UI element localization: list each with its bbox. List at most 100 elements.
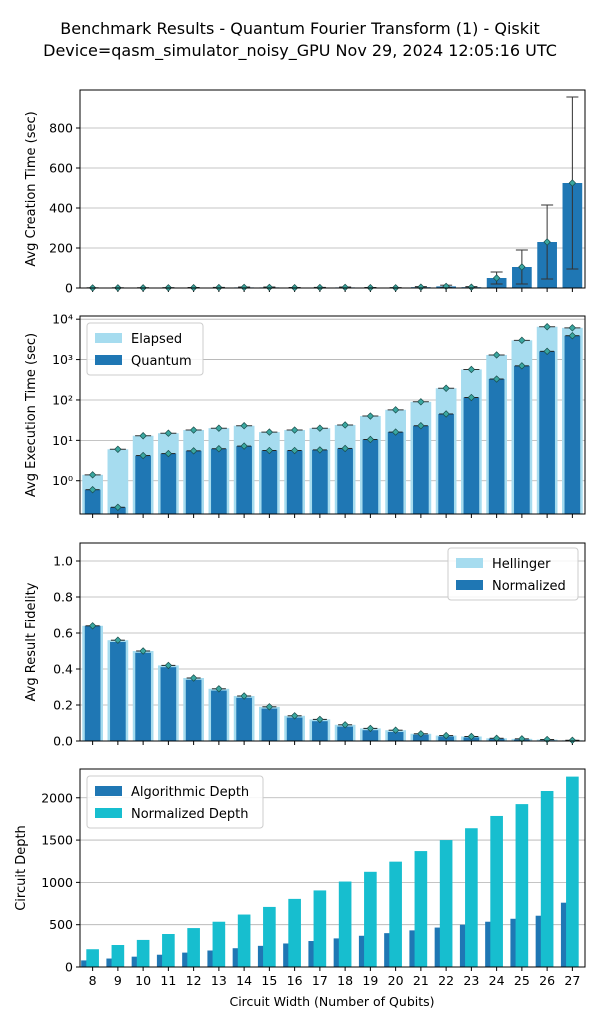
normalized-bar [312,721,328,741]
legend-label: Normalized [492,579,566,594]
elapsed-marker [290,426,299,434]
x-tick-label: 11 [160,973,176,988]
quantum-marker [290,446,299,455]
y-tick-label: 0.2 [53,698,73,713]
quantum-bar [312,449,328,514]
x-axis-label: Circuit Width (Number of Qubits) [229,994,434,1009]
quantum-marker [139,451,147,460]
x-tick-label: 9 [114,973,122,988]
x-tick-label: 16 [287,973,303,988]
normalized-depth-bar [212,921,226,967]
creation-marker [492,274,501,282]
axes-frame [79,768,586,968]
axes-frame [79,542,586,742]
fidelity-marker [391,726,400,734]
elapsed-marker [215,424,223,432]
normalized-depth-bar [364,871,377,967]
x-tick-label: 12 [186,973,202,988]
creation-marker [442,282,450,291]
creation-time-panel: 0 200 400 600 800 Avg Creation Time (sec) [24,89,586,296]
quantum-marker [341,444,349,453]
y-tick-label: 1.0 [53,554,73,569]
normalized-bar [211,690,227,741]
quantum-marker [467,393,476,402]
fidelity-marker [88,622,97,630]
y-tick-label: 1500 [41,833,73,848]
fidelity-marker [265,703,274,711]
fidelity-marker [518,735,526,743]
x-tick-label: 17 [312,973,328,988]
x-tick-label: 14 [236,973,252,988]
elapsed-marker [240,422,248,430]
y-tick-label: 600 [49,161,73,176]
elapsed-marker [341,421,349,429]
quantum-marker [417,422,425,430]
y-tick-label: 10⁴ [52,312,73,327]
circuit-depth-panel: 0 500 1000 1500 2000 Circuit Depth 8 9 10 11 12 13 1… [14,768,586,988]
quantum-bar [463,397,480,514]
legend-swatch [95,786,122,796]
normalized-depth-bar [414,851,428,967]
x-tick-label: 25 [514,973,530,988]
creation-marker [417,283,425,291]
x-tick-label: 8 [89,973,97,988]
y-tick-label: 200 [49,241,73,256]
normalized-depth-bar [86,949,99,967]
quantum-bar [539,351,555,514]
quantum-bar [135,455,151,514]
elapsed-marker [88,471,97,479]
normalized-depth-bar [187,928,200,967]
quantum-bar [286,450,303,514]
quantum-bar [337,448,353,514]
quantum-marker [518,362,526,370]
figure-title-line-1: Benchmark Results - Quantum Fourier Tran… [60,19,539,38]
normalized-depth-bar [263,906,276,967]
normalized-depth-bar [490,815,503,967]
legend-swatch [95,355,122,365]
quantum-bar [185,450,202,514]
y-tick-label: 400 [49,201,73,216]
fidelity-marker [290,712,299,720]
y-axis-label: Circuit Depth [14,825,29,911]
quantum-marker [88,485,97,494]
elapsed-marker [366,412,375,420]
quantum-marker [442,410,450,418]
quantum-marker [240,442,248,450]
y-tick-label: 10⁰ [52,473,73,488]
elapsed-marker [391,406,400,414]
legend-label: Algorithmic Depth [131,785,249,800]
creation-marker [518,263,526,271]
normalized-depth-bar [465,828,478,967]
legend-label: Quantum [131,354,192,369]
y-tick-label: 0.4 [53,662,73,677]
y-tick-label: 0 [65,281,73,296]
quantum-bar [488,379,505,514]
elapsed-marker [316,424,324,432]
fidelity-marker [543,735,551,744]
x-tick-label: 18 [337,973,353,988]
y-tick-label: 500 [49,917,73,932]
elapsed-bar [107,449,129,514]
y-tick-label: 2000 [41,790,73,805]
normalized-depth-bar [136,939,150,967]
normalized-depth-bar [237,914,251,967]
legend-label: Hellinger [492,557,551,572]
creation-marker [467,283,476,291]
fidelity-marker [568,736,577,744]
y-tick-label: 10¹ [52,433,73,448]
quantum-bar [438,413,454,514]
y-axis-label: Avg Result Fidelity [24,582,39,701]
normalized-depth-bar [111,945,125,967]
fidelity-marker [240,692,248,700]
x-tick-label: 27 [564,973,580,988]
quantum-marker [543,347,551,356]
elapsed-marker [114,445,122,453]
elapsed-marker [518,336,526,345]
quantum-marker [492,375,501,383]
normalized-depth-bar [540,791,554,967]
elapsed-marker [189,426,198,434]
fidelity-marker [215,685,223,693]
legend-label: Normalized Depth [131,807,248,822]
normalized-depth-bar [338,881,352,967]
y-tick-label: 800 [49,121,73,136]
